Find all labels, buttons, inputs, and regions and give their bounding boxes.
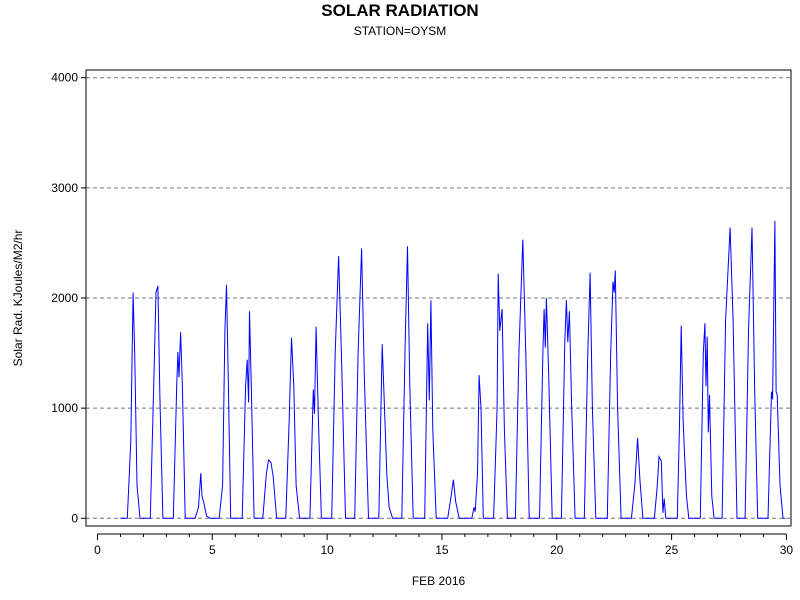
y-tick-label: 0 (71, 511, 78, 525)
y-tick-label: 2000 (51, 291, 78, 305)
y-tick-label: 3000 (51, 181, 78, 195)
chart-subtitle: STATION=OYSM (353, 24, 447, 38)
y-tick-label: 1000 (51, 401, 78, 415)
chart-title: SOLAR RADIATION (321, 1, 479, 20)
gridlines (86, 77, 791, 519)
x-axis: 0 5 10 15 20 25 30 (94, 533, 794, 557)
x-tick-label: 15 (435, 543, 449, 557)
series-line (120, 220, 786, 519)
x-axis-label: FEB 2016 (412, 574, 466, 588)
x-tick-label: 10 (320, 543, 334, 557)
y-tick-label: 4000 (51, 71, 78, 85)
x-tick-label: 5 (209, 543, 216, 557)
x-tick-label: 30 (780, 543, 794, 557)
y-axis-label: Solar Rad. KJoules/M2/hr (11, 230, 25, 367)
x-tick-label: 25 (665, 543, 679, 557)
x-tick-label: 20 (550, 543, 564, 557)
y-axis: 0 1000 2000 3000 4000 (51, 71, 86, 525)
x-tick-label: 0 (94, 543, 101, 557)
